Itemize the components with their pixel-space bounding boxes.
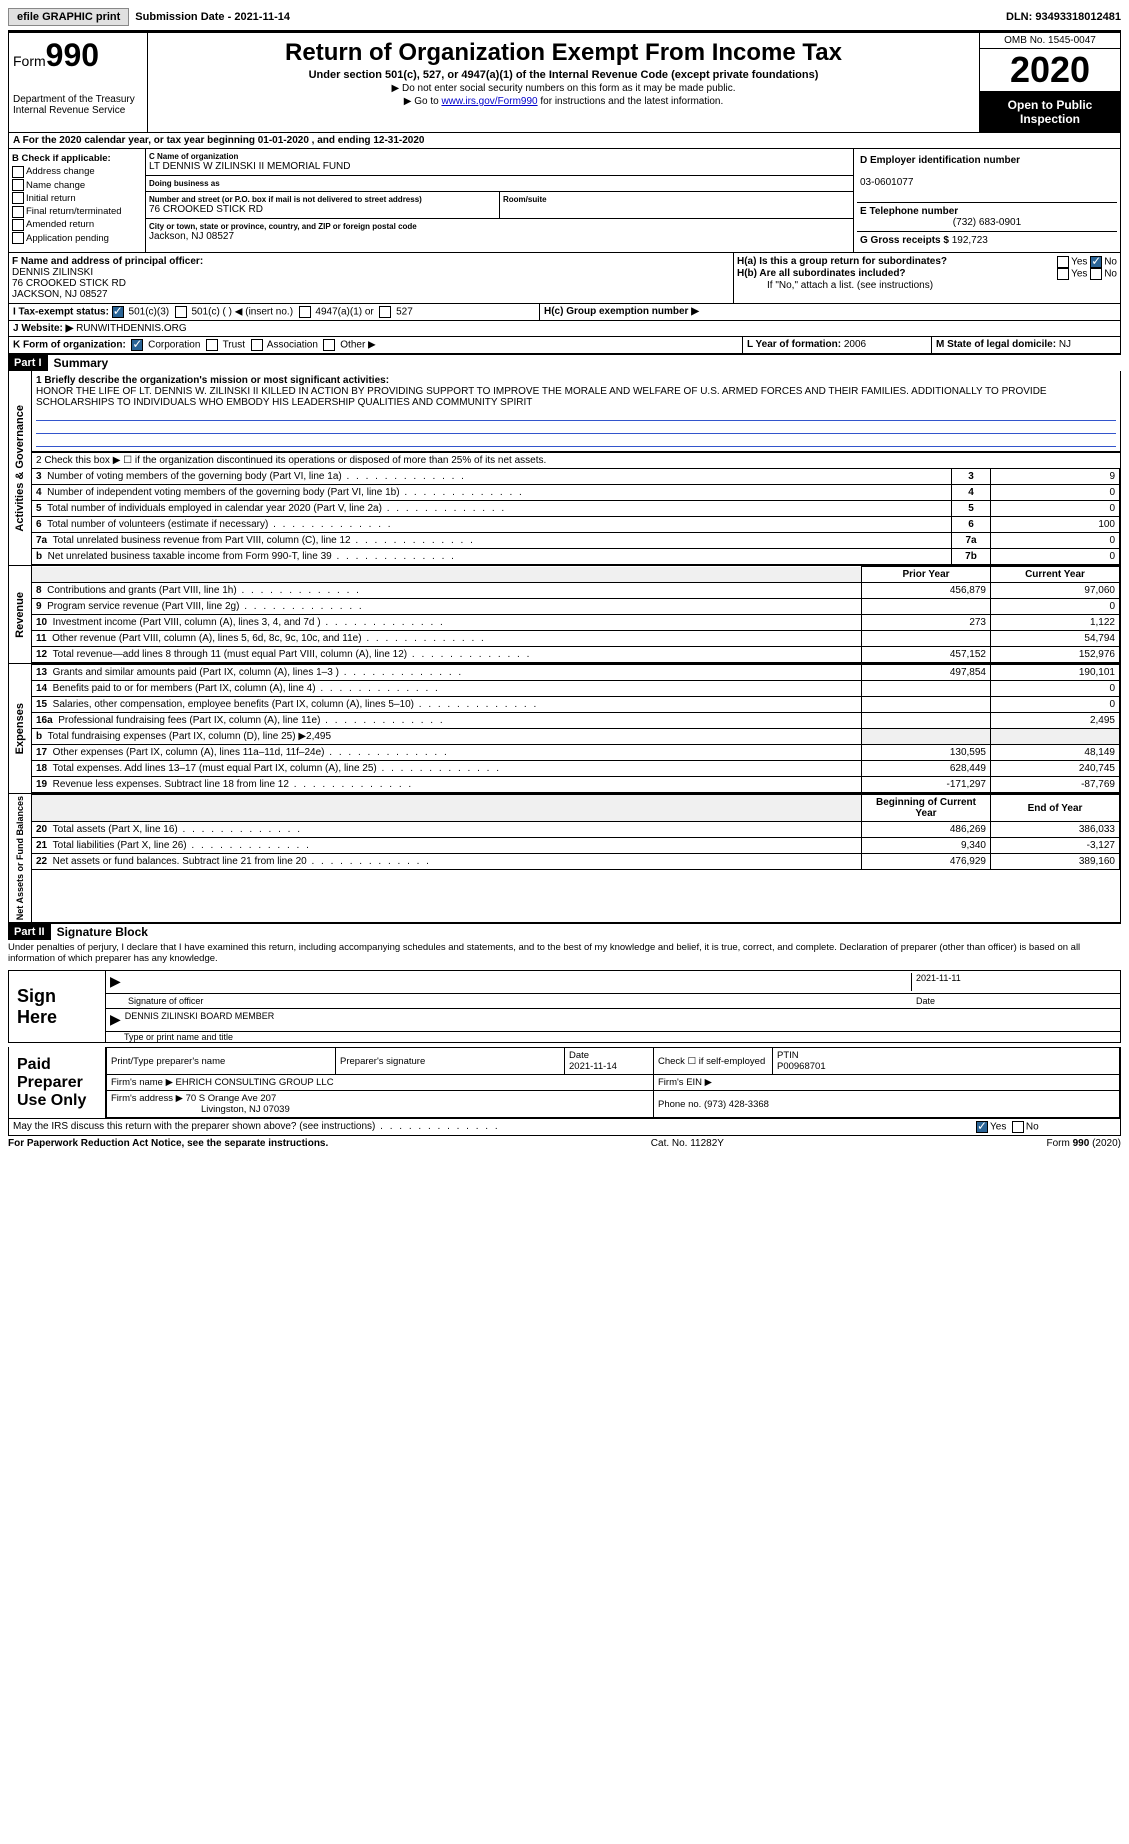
- dln-label: DLN: 93493318012481: [1006, 11, 1121, 23]
- checkbox[interactable]: [12, 166, 24, 178]
- principal-officer-box: F Name and address of principal officer:…: [9, 253, 734, 303]
- mission-block: 1 Briefly describe the organization's mi…: [32, 371, 1120, 452]
- omb-number: OMB No. 1545-0047: [980, 33, 1120, 49]
- instructions-link-line: ▶ Go to www.irs.gov/Form990 for instruct…: [152, 96, 975, 107]
- checkbox[interactable]: [12, 192, 24, 204]
- group-exemption: H(c) Group exemption number ▶: [540, 304, 1120, 320]
- page-footer: For Paperwork Reduction Act Notice, see …: [8, 1136, 1121, 1149]
- org-name-box: C Name of organization LT DENNIS W ZILIN…: [146, 149, 853, 176]
- city-box: City or town, state or province, country…: [146, 219, 853, 245]
- group-return-box: H(a) Is this a group return for subordin…: [734, 253, 1120, 303]
- street-box: Number and street (or P.O. box if mail i…: [146, 192, 500, 218]
- expenses-table: 13 Grants and similar amounts paid (Part…: [32, 664, 1120, 793]
- part1-header: Part I Summary: [8, 354, 1121, 371]
- state-domicile: M State of legal domicile: NJ: [932, 337, 1120, 353]
- checkbox[interactable]: [379, 306, 391, 318]
- part2-header: Part II Signature Block: [8, 923, 1121, 940]
- tax-year: 2020: [980, 49, 1120, 92]
- penalties-text: Under penalties of perjury, I declare th…: [8, 940, 1121, 966]
- ssn-warning: ▶ Do not enter social security numbers o…: [152, 83, 975, 94]
- checkbox[interactable]: [112, 306, 124, 318]
- tax-year-line: A For the 2020 calendar year, or tax yea…: [8, 133, 1121, 149]
- checkbox[interactable]: [12, 179, 24, 191]
- checkbox[interactable]: [1057, 268, 1069, 280]
- year-formation: L Year of formation: 2006: [743, 337, 932, 353]
- checkbox[interactable]: [323, 339, 335, 351]
- open-to-public-badge: Open to Public Inspection: [980, 92, 1120, 132]
- instructions-link[interactable]: www.irs.gov/Form990: [441, 96, 537, 107]
- checkbox[interactable]: [12, 219, 24, 231]
- submission-date-label: Submission Date - 2021-11-14: [135, 11, 290, 23]
- tax-exempt-status: I Tax-exempt status: 501(c)(3) 501(c) ( …: [9, 304, 540, 320]
- dba-box: Doing business as: [146, 176, 853, 192]
- vlabel-expenses: Expenses: [12, 701, 28, 756]
- checkbox[interactable]: [131, 339, 143, 351]
- gross-receipts: G Gross receipts $ 192,723: [857, 232, 1117, 249]
- checkbox[interactable]: [206, 339, 218, 351]
- website-row: J Website: ▶ RUNWITHDENNIS.ORG: [9, 321, 191, 336]
- checkbox[interactable]: [12, 206, 24, 218]
- form-of-org: K Form of organization: Corporation Trus…: [9, 337, 743, 353]
- form-subtitle: Under section 501(c), 527, or 4947(a)(1)…: [152, 69, 975, 81]
- checkbox[interactable]: [976, 1121, 988, 1133]
- check-applicable-box: B Check if applicable: Address change Na…: [9, 149, 146, 252]
- vlabel-governance: Activities & Governance: [12, 403, 28, 534]
- vlabel-revenue: Revenue: [12, 590, 28, 640]
- checkbox[interactable]: [1090, 256, 1102, 268]
- vlabel-netassets: Net Assets or Fund Balances: [13, 794, 27, 922]
- checkbox[interactable]: [251, 339, 263, 351]
- may-irs-discuss: May the IRS discuss this return with the…: [9, 1119, 972, 1135]
- checkbox[interactable]: [175, 306, 187, 318]
- top-toolbar: efile GRAPHIC print Submission Date - 20…: [8, 8, 1121, 30]
- preparer-block: Paid Preparer Use Only Print/Type prepar…: [8, 1047, 1121, 1119]
- checkbox[interactable]: [1012, 1121, 1024, 1133]
- governance-table: 2 Check this box ▶ ☐ if the organization…: [32, 452, 1120, 565]
- netassets-table: Beginning of Current YearEnd of Year 20 …: [32, 794, 1120, 870]
- phone-box: E Telephone number (732) 683-0901: [857, 203, 1117, 232]
- checkbox[interactable]: [299, 306, 311, 318]
- ein-box: D Employer identification number 03-0601…: [857, 152, 1117, 203]
- form-title: Return of Organization Exempt From Incom…: [152, 39, 975, 67]
- checkbox[interactable]: [12, 232, 24, 244]
- checkbox[interactable]: [1057, 256, 1069, 268]
- efile-print-button[interactable]: efile GRAPHIC print: [8, 8, 129, 26]
- sign-here-block: Sign Here ▶2021-11-11 Signature of offic…: [8, 970, 1121, 1043]
- form-id-box: Form990 Department of the Treasury Inter…: [9, 33, 148, 132]
- revenue-table: Prior YearCurrent Year 8 Contributions a…: [32, 566, 1120, 663]
- form-header: Form990 Department of the Treasury Inter…: [8, 32, 1121, 133]
- room-box: Room/suite: [500, 192, 853, 218]
- dept-label: Department of the Treasury Internal Reve…: [13, 94, 143, 116]
- checkbox[interactable]: [1090, 268, 1102, 280]
